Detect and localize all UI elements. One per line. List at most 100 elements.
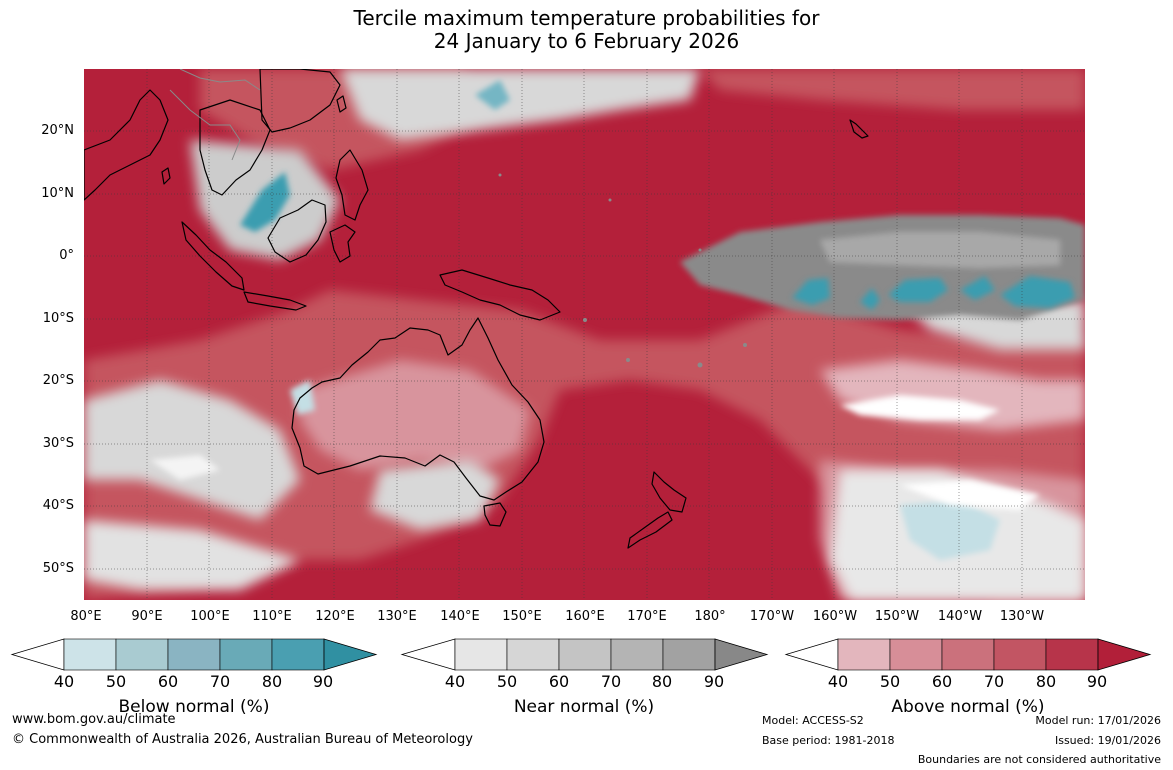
white-strip-indian xyxy=(150,455,220,480)
website-link[interactable]: www.bom.gov.au/climate xyxy=(12,712,176,727)
grey-mid-equatorial-pacific xyxy=(820,232,1060,268)
near-colorbar-segment xyxy=(506,638,560,671)
lon-label-160w: 160°W xyxy=(812,609,858,624)
near-tick-90: 90 xyxy=(703,672,725,691)
below-tick-50: 50 xyxy=(105,672,127,691)
below-normal-legend-title: Below normal (%) xyxy=(118,697,270,717)
teal-pacific-blob-3 xyxy=(888,278,948,302)
lon-label-170e: 170°E xyxy=(627,609,667,624)
grey-northwest xyxy=(340,69,700,140)
above-tick-90: 90 xyxy=(1086,672,1108,691)
sumatra-coastline xyxy=(181,221,245,291)
below-colorbar-low-arrow xyxy=(10,638,65,671)
lon-label-110e: 110°E xyxy=(252,609,292,624)
teal-pacific-blob-4 xyxy=(960,276,995,300)
near-colorbar-segment xyxy=(454,638,508,671)
hawaii-coastline xyxy=(849,119,869,139)
below-colorbar-segment xyxy=(115,638,169,671)
tasmania-coastline xyxy=(483,502,507,527)
grey-tasman xyxy=(370,460,500,530)
lat-label-50s: 50°S xyxy=(42,561,74,576)
below-tick-80: 80 xyxy=(261,672,283,691)
near-tick-70: 70 xyxy=(600,672,622,691)
new-zealand-north-coastline xyxy=(651,471,687,513)
lon-label-90e: 90°E xyxy=(131,609,163,624)
above-tick-80: 80 xyxy=(1035,672,1057,691)
lon-label-140w: 140°W xyxy=(937,609,983,624)
island-fiji xyxy=(697,362,703,368)
lon-label-180: 180° xyxy=(694,609,726,624)
island-solomons xyxy=(583,318,587,322)
model-run-label: Model run: 17/01/2026 xyxy=(1035,714,1161,727)
near-colorbar-segment xyxy=(610,638,664,671)
lon-label-130w: 130°W xyxy=(999,609,1045,624)
shade-pink-australia xyxy=(300,360,530,470)
above-colorbar-segment xyxy=(941,638,995,671)
above-tick-70: 70 xyxy=(983,672,1005,691)
lon-label-120e: 120°E xyxy=(315,609,355,624)
lat-label-10n: 10°N xyxy=(41,186,74,201)
country-borders xyxy=(169,69,261,161)
near-tick-40: 40 xyxy=(444,672,466,691)
new-guinea-coastline xyxy=(439,269,561,321)
sulawesi-coastline xyxy=(329,224,356,263)
island-kiribati xyxy=(698,248,702,252)
white-transition-strips xyxy=(150,395,1040,510)
teal-pacific-blob-1 xyxy=(792,278,830,305)
near-normal-legend-title: Near normal (%) xyxy=(513,697,655,717)
map-title-line2: 24 January to 6 February 2026 xyxy=(433,29,740,53)
pacific-islands xyxy=(498,173,747,368)
island-micronesia xyxy=(498,173,502,177)
lat-label-30s: 30°S xyxy=(42,436,74,451)
above-colorbar-segment xyxy=(993,638,1047,671)
new-zealand-south-coastline xyxy=(627,511,673,549)
below-colorbar-segment xyxy=(219,638,273,671)
teal-pacific-blob-2 xyxy=(860,288,880,310)
island-vanuatu xyxy=(626,358,630,362)
issued-label: Issued: 19/01/2026 xyxy=(1054,734,1161,747)
teal-south-china-sea xyxy=(240,172,290,232)
island-samoa xyxy=(743,343,747,347)
below-tick-40: 40 xyxy=(53,672,75,691)
below-tick-70: 70 xyxy=(209,672,231,691)
lat-label-0: 0° xyxy=(59,248,74,263)
map-gridlines xyxy=(84,69,1085,600)
lat-label-20s: 20°S xyxy=(42,373,74,388)
java-coastline xyxy=(243,291,307,311)
lat-label-40s: 40°S xyxy=(42,498,74,513)
below-tick-90: 90 xyxy=(312,672,334,691)
above-colorbar-segment xyxy=(889,638,943,671)
lat-label-10s: 10°S xyxy=(42,311,74,326)
base-period-label: Base period: 1981-2018 xyxy=(762,734,895,747)
indochina-coastline xyxy=(199,99,271,196)
teal-philippine-sea xyxy=(475,80,510,110)
probability-map xyxy=(84,69,1085,600)
above-colorbar-low-arrow xyxy=(784,638,839,671)
china-coastline xyxy=(259,69,341,133)
border-china xyxy=(179,69,261,91)
coastlines xyxy=(84,69,869,549)
below-tick-60: 60 xyxy=(157,672,179,691)
above-colorbar-segment xyxy=(837,638,891,671)
sri-lanka-coastline xyxy=(161,167,171,185)
taiwan-coastline xyxy=(336,95,347,113)
india-coastline xyxy=(84,89,169,201)
disclaimer-label: Boundaries are not considered authoritat… xyxy=(917,753,1161,766)
model-label: Model: ACCESS-S2 xyxy=(762,714,864,727)
grey-southern-ocean xyxy=(84,520,300,590)
below-colorbar-high-arrow xyxy=(323,638,378,671)
shade-mid-red-east xyxy=(700,69,1085,110)
lon-label-100e: 100°E xyxy=(190,609,230,624)
near-tick-50: 50 xyxy=(496,672,518,691)
grey-south-indian xyxy=(84,380,300,520)
above-colorbar-segment xyxy=(1045,638,1099,671)
above-tick-40: 40 xyxy=(827,672,849,691)
near-tick-60: 60 xyxy=(548,672,570,691)
below-colorbar-segment xyxy=(63,638,117,671)
above-tick-60: 60 xyxy=(931,672,953,691)
lat-label-20n: 20°N xyxy=(41,123,74,138)
below-colorbar-segment xyxy=(167,638,221,671)
lon-label-150e: 150°E xyxy=(502,609,542,624)
lon-label-140e: 140°E xyxy=(440,609,480,624)
near-colorbar-segment xyxy=(662,638,716,671)
